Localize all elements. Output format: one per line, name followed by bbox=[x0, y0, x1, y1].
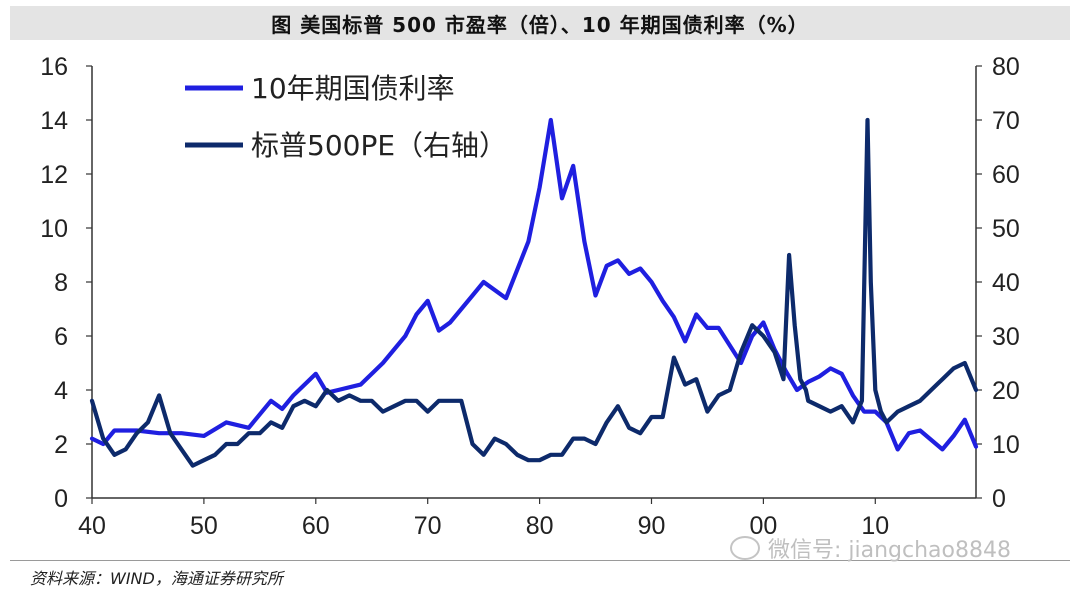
watermark: 微信号: jiangchao8848 bbox=[730, 532, 1011, 564]
x-tick-label: 90 bbox=[638, 512, 666, 540]
y-tick-label-left: 10 bbox=[40, 215, 68, 243]
series-line-2 bbox=[89, 117, 979, 468]
y-tick-label-right: 10 bbox=[992, 431, 1020, 459]
series-layer bbox=[89, 117, 979, 468]
y-tick-label-right: 60 bbox=[992, 161, 1020, 189]
series-line-1 bbox=[89, 117, 979, 452]
legend-label-2: 标普500PE（右轴） bbox=[251, 129, 507, 162]
x-tick-label: 40 bbox=[78, 512, 106, 540]
y-tick-label-right: 30 bbox=[992, 323, 1020, 351]
source-note: 资料来源：WIND，海通证券研究所 bbox=[30, 569, 283, 588]
watermark-text: 微信号: jiangchao8848 bbox=[768, 538, 1011, 563]
y-tick-label-left: 0 bbox=[54, 485, 68, 513]
y-tick-label-right: 0 bbox=[992, 485, 1006, 513]
y-tick-label-right: 40 bbox=[992, 269, 1020, 297]
y-tick-label-right: 50 bbox=[992, 215, 1020, 243]
y-tick-label-left: 14 bbox=[40, 107, 68, 135]
wechat-icon bbox=[730, 536, 760, 560]
x-tick-label: 50 bbox=[190, 512, 218, 540]
x-tick-label: 60 bbox=[302, 512, 330, 540]
legend-label-1: 10年期国债利率 bbox=[251, 72, 455, 105]
x-tick-label: 10 bbox=[861, 512, 889, 540]
y-tick-label-right: 70 bbox=[992, 107, 1020, 135]
x-tick-label: 00 bbox=[749, 512, 777, 540]
chart: 0 2 4 6 8 10 12 14 16 0 10 20 30 40 50 60 70 80 40 50 60 70 80… bbox=[40, 53, 1020, 540]
x-tick-label: 80 bbox=[526, 512, 554, 540]
y-tick-label-left: 16 bbox=[40, 53, 68, 81]
divider bbox=[10, 560, 1070, 561]
y-tick-label-left: 2 bbox=[54, 431, 68, 459]
y-tick-label-right: 20 bbox=[992, 377, 1020, 405]
axes: 0 2 4 6 8 10 12 14 16 0 10 20 30 40 50 60 70 80 40 50 60 70 80… bbox=[40, 53, 1020, 540]
y-tick-label-left: 4 bbox=[54, 377, 68, 405]
y-tick-label-left: 8 bbox=[54, 269, 68, 297]
x-tick-label: 70 bbox=[414, 512, 442, 540]
y-tick-label-left: 6 bbox=[54, 323, 68, 351]
chart-title: 图 美国标普 500 市盈率（倍）、10 年期国债利率（%） bbox=[10, 6, 1070, 40]
y-tick-label-right: 80 bbox=[992, 53, 1020, 81]
y-tick-label-left: 12 bbox=[40, 161, 68, 189]
